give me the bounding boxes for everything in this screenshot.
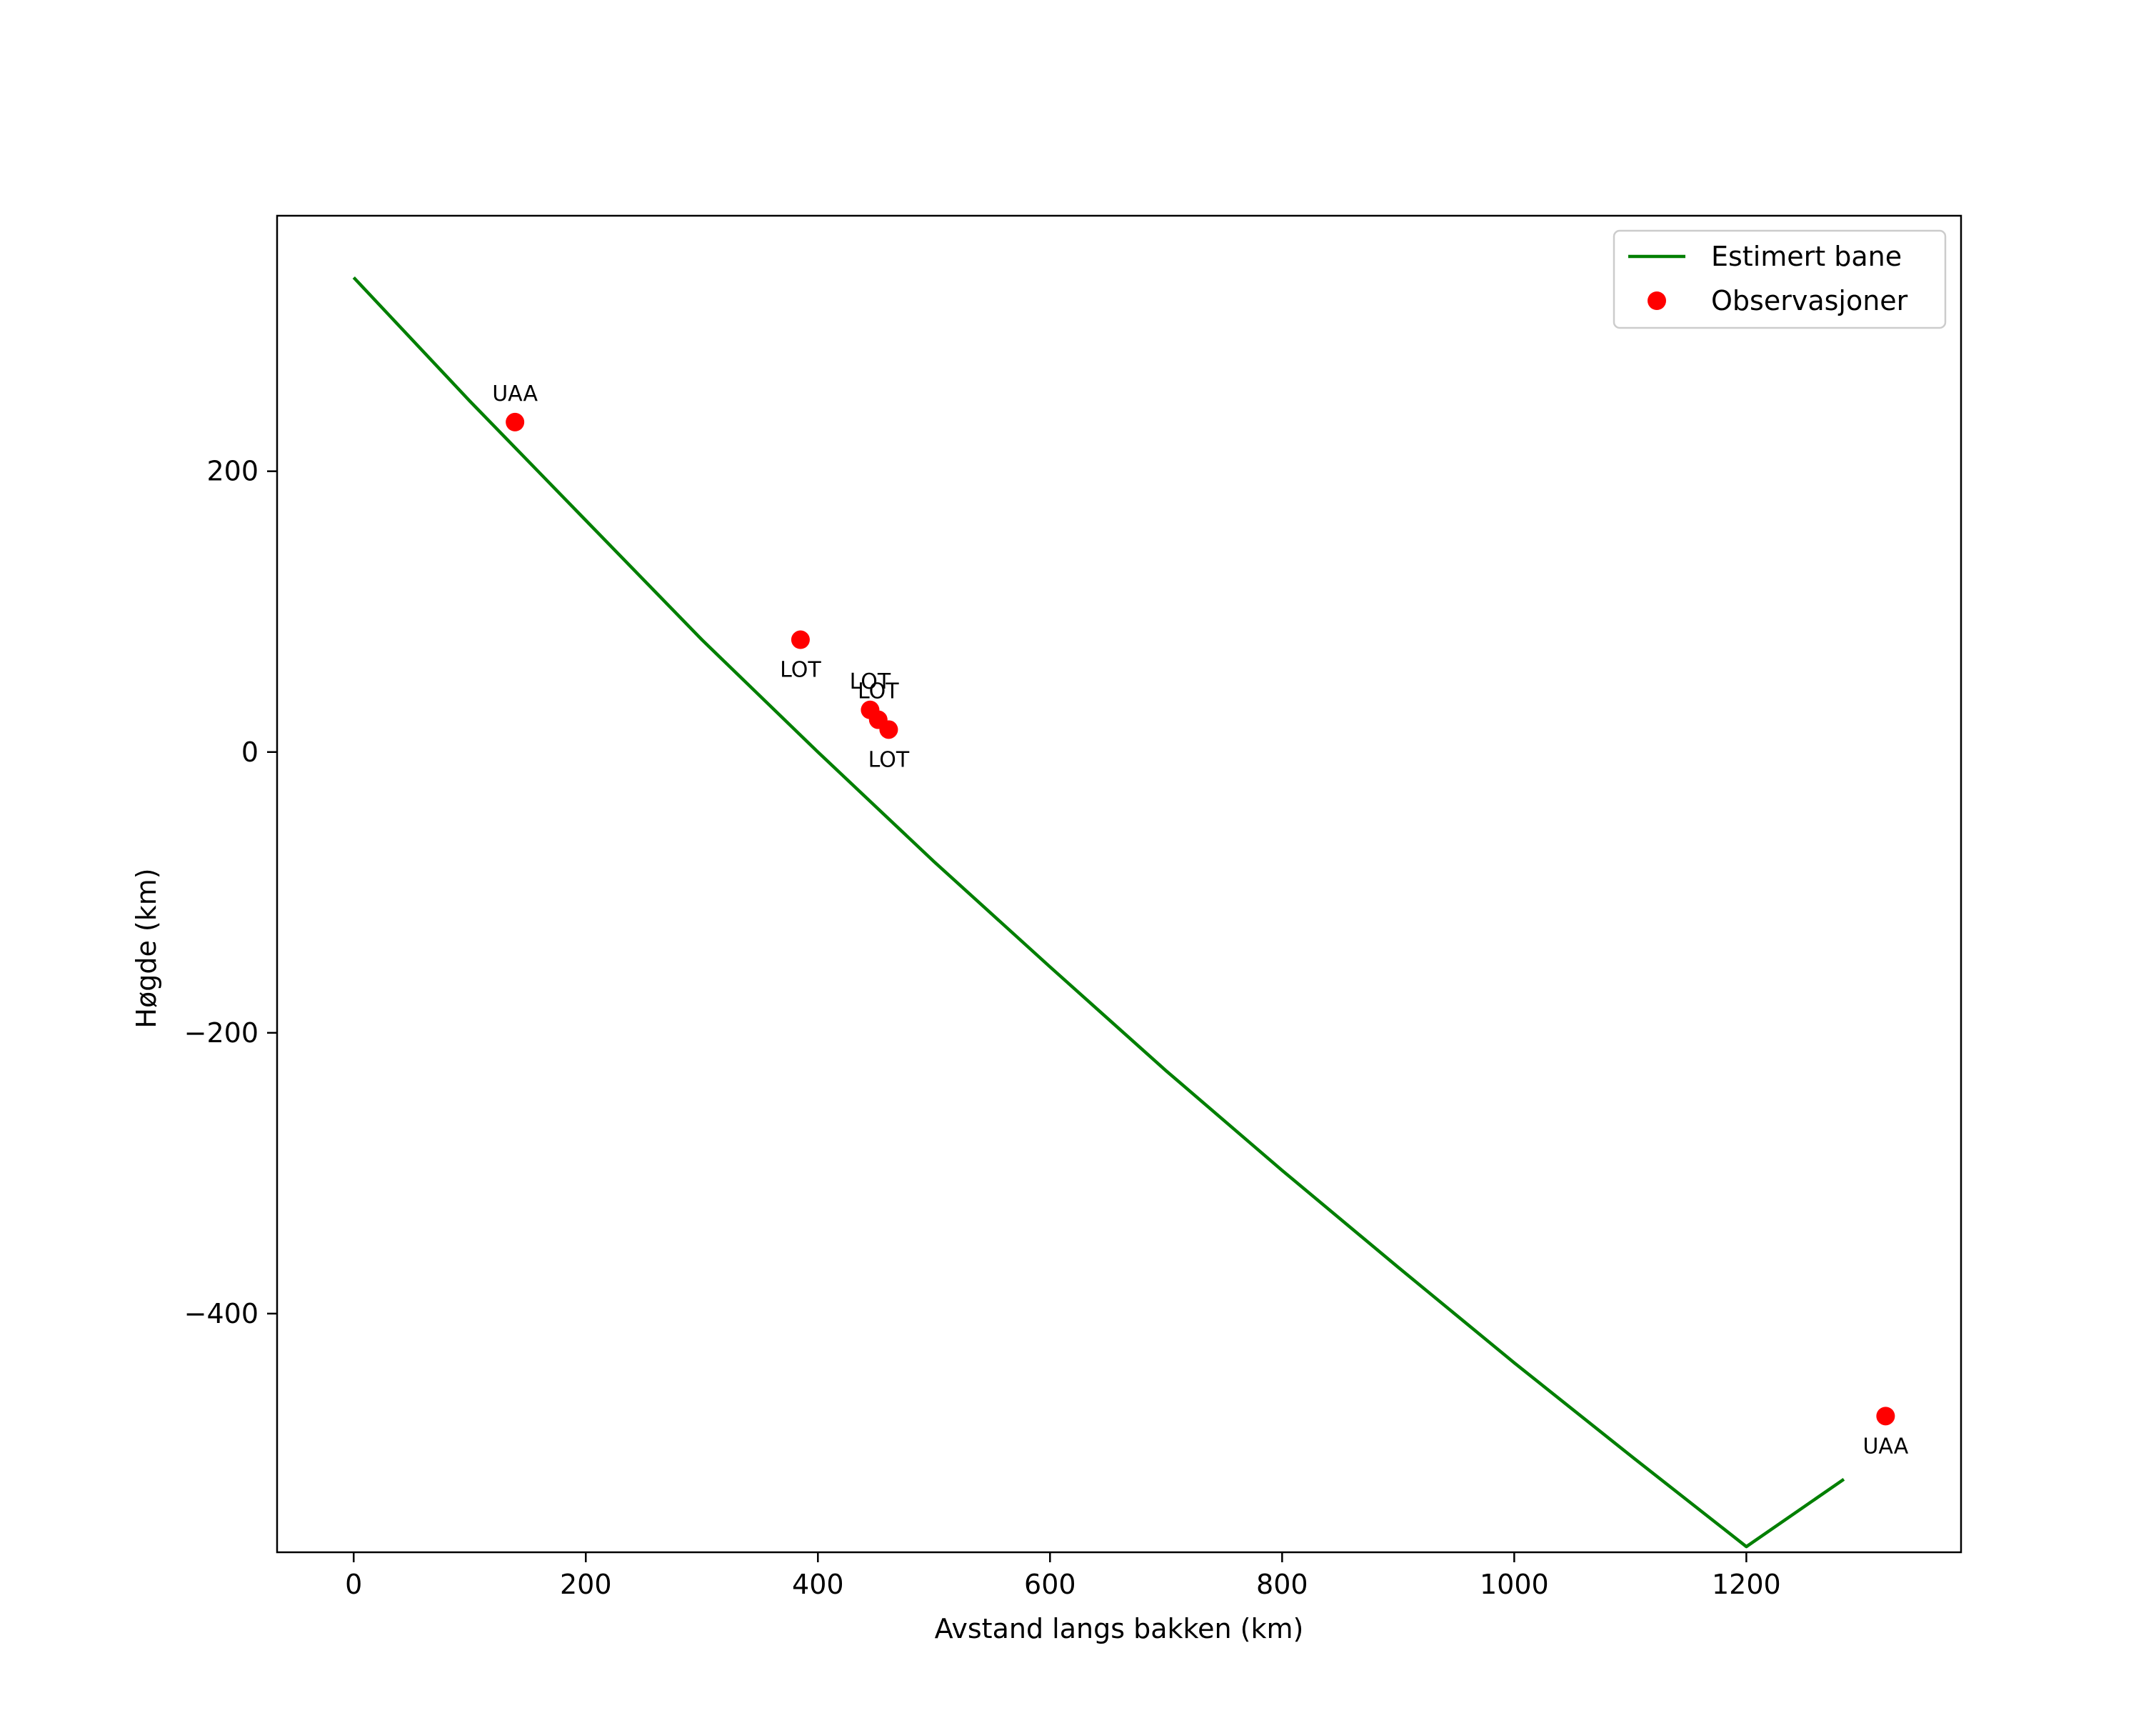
legend-box <box>1613 229 1947 329</box>
observation-point <box>1876 1407 1895 1426</box>
observation-label: LOT <box>858 679 899 704</box>
x-axis-label: Avstand langs bakken (km) <box>935 1613 1304 1644</box>
y-tick-label: −400 <box>184 1298 259 1329</box>
x-tick-label: 800 <box>1256 1569 1308 1600</box>
x-tick-label: 200 <box>560 1569 612 1600</box>
y-tick-label: 0 <box>241 736 259 768</box>
x-tick-label: 0 <box>345 1569 362 1600</box>
y-tick-label: 200 <box>206 456 259 487</box>
observation-label: UAA <box>492 381 538 406</box>
axes-frame <box>276 214 1962 1554</box>
observation-label: LOT <box>780 658 821 683</box>
observation-point <box>879 720 898 739</box>
legend-marker-swatch <box>1648 291 1666 310</box>
observation-label: LOT <box>868 747 910 772</box>
legend: Estimert bane Observasjoner <box>1613 229 1947 329</box>
series-line-estimert-bane <box>352 276 1845 1549</box>
x-tick-label: 1200 <box>1712 1569 1781 1600</box>
observation-point <box>791 630 810 649</box>
y-tick-label: −200 <box>184 1017 259 1049</box>
observation-point <box>506 412 525 431</box>
y-axis-label: Høgde (km) <box>131 868 162 1028</box>
legend-label: Estimert bane <box>1711 241 1902 272</box>
axes: 0 200 400 600 800 1000 1200 200 0 −200 −400 Avstand… <box>131 214 1962 1644</box>
x-tick-label: 1000 <box>1480 1569 1549 1600</box>
x-tick-label: 600 <box>1024 1569 1076 1600</box>
legend-label: Observasjoner <box>1711 285 1908 316</box>
observation-label: LOT <box>850 669 891 694</box>
observation-label: UAA <box>1862 1434 1908 1459</box>
x-tick-label: 400 <box>792 1569 844 1600</box>
